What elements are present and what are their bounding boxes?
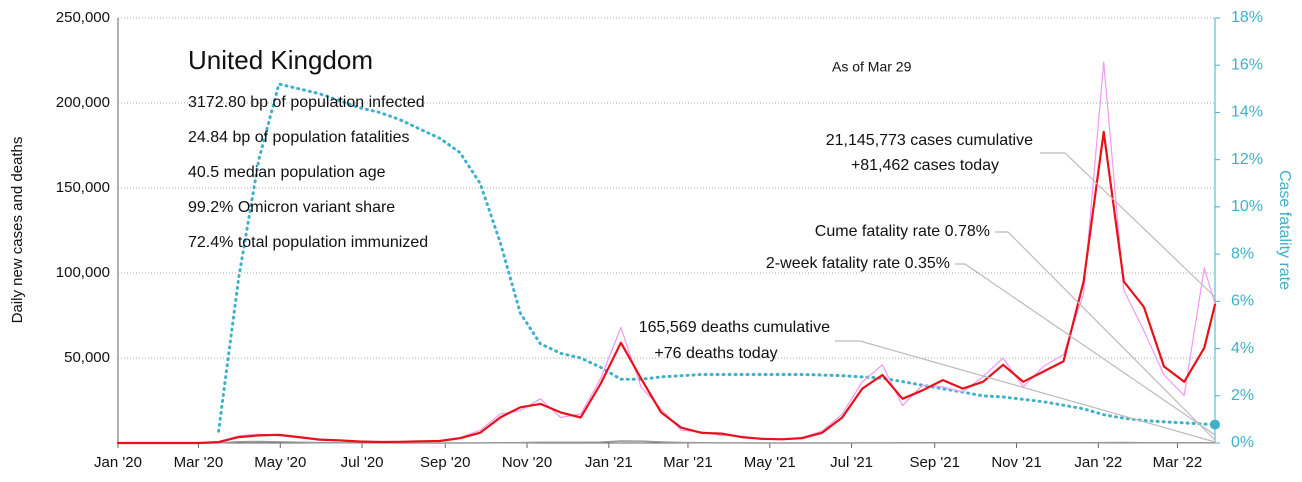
- annotation: 165,569 deaths cumulative: [639, 319, 830, 336]
- end-marker: [1210, 419, 1220, 430]
- x-tick-label: Sep '20: [420, 454, 470, 471]
- y2-tick-label: 0%: [1231, 434, 1254, 451]
- annotation: +81,462 cases today: [851, 157, 999, 174]
- y-tick-label: 150,000: [56, 179, 110, 196]
- x-tick-label: Jan '22: [1074, 454, 1122, 471]
- x-tick-label: Nov '20: [502, 454, 552, 471]
- leader-line: [1040, 152, 1216, 298]
- x-tick-label: Jan '21: [585, 454, 633, 471]
- leader-line: [835, 340, 1216, 443]
- x-tick-label: Mar '21: [663, 454, 713, 471]
- annotation: 21,145,773 cases cumulative: [826, 132, 1033, 149]
- annotation: Cume fatality rate 0.78%: [815, 223, 990, 240]
- y-tick-label: 250,000: [56, 9, 110, 26]
- x-tick-label: Nov '21: [991, 454, 1041, 471]
- y-tick-label: 200,000: [56, 94, 110, 111]
- y2-tick-label: 4%: [1231, 340, 1254, 357]
- series-line: [117, 440, 1216, 444]
- leader-line: [955, 263, 1216, 436]
- x-tick-label: Jul '21: [830, 454, 873, 471]
- y-tick-label: 100,000: [56, 264, 110, 281]
- x-tick-label: Mar '22: [1153, 454, 1203, 471]
- series-line: [116, 130, 1217, 445]
- y2-tick-label: 2%: [1231, 387, 1254, 404]
- subtitle: As of Mar 29: [832, 59, 912, 75]
- fact: 72.4% total population immunized: [188, 234, 428, 251]
- x-tick-label: Jan '20: [94, 454, 142, 471]
- leader-line: [995, 231, 1216, 441]
- fact: 24.84 bp of population fatalities: [188, 129, 410, 146]
- fact: 40.5 median population age: [188, 164, 386, 181]
- y2-axis-label: Case fatality rate: [1276, 170, 1293, 290]
- fact: 99.2% Omicron variant share: [188, 199, 395, 216]
- series-line: [117, 61, 1216, 444]
- x-tick-label: Mar '20: [174, 454, 224, 471]
- y-axis-label: Daily new cases and deaths: [9, 137, 26, 324]
- y2-tick-label: 14%: [1231, 104, 1263, 121]
- annotation: +76 deaths today: [654, 345, 777, 362]
- x-tick-label: May '20: [254, 454, 306, 471]
- y2-tick-label: 16%: [1231, 56, 1263, 73]
- y2-tick-label: 6%: [1231, 293, 1254, 310]
- x-tick-label: Sep '21: [910, 454, 960, 471]
- annotation: 2-week fatality rate 0.35%: [766, 255, 950, 272]
- y2-tick-label: 8%: [1231, 245, 1254, 262]
- x-tick-label: Jul '20: [341, 454, 384, 471]
- y-tick-label: 50,000: [64, 349, 110, 366]
- chart-title: United Kingdom: [188, 45, 373, 75]
- y2-tick-label: 12%: [1231, 151, 1263, 168]
- y2-tick-label: 10%: [1231, 198, 1263, 215]
- fact: 3172.80 bp of population infected: [188, 94, 425, 111]
- series-line: [217, 82, 1217, 433]
- y2-tick-label: 18%: [1231, 9, 1263, 26]
- x-tick-label: May '21: [744, 454, 796, 471]
